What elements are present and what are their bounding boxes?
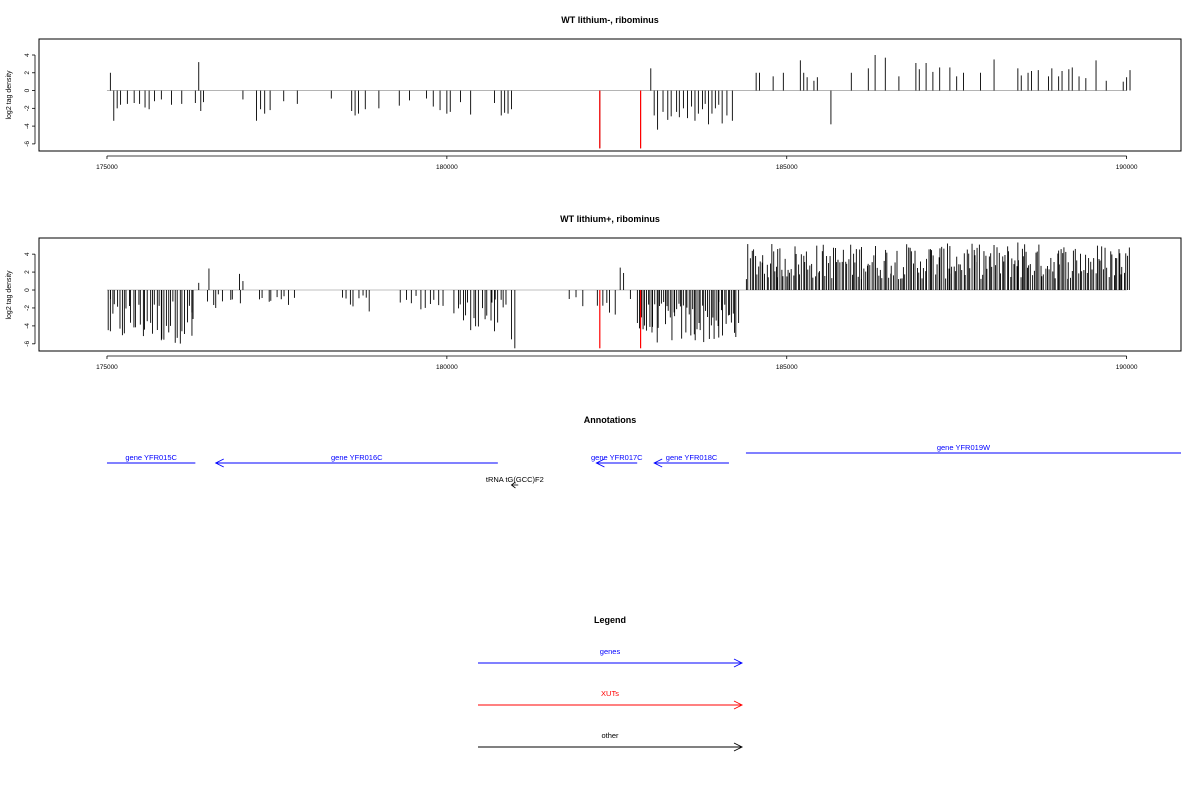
y-axis-label: log2 tag density	[6, 70, 13, 120]
annotation-feature: tRNA tG(GCC)F2	[486, 475, 544, 489]
y-tick-label: 0	[24, 288, 31, 292]
feature-label: gene YFR017C	[591, 453, 643, 462]
y-tick-label: -2	[24, 305, 31, 311]
x-tick-label: 185000	[776, 364, 798, 371]
x-tick-label: 190000	[1116, 164, 1138, 171]
feature-label: gene YFR018C	[666, 453, 718, 462]
x-axis: 175000 180000 185000 190000	[96, 155, 1138, 171]
y-tick-label: -6	[24, 141, 31, 147]
legend-items: genes XUTs other	[478, 647, 744, 752]
x-tick-label: 175000	[96, 364, 118, 371]
annotations-track: Annotations gene YFR015C gene YFR016C gene…	[106, 415, 1181, 489]
legend-label: genes	[600, 647, 621, 656]
x-tick-label: 175000	[96, 164, 118, 171]
x-tick-label: 180000	[436, 364, 458, 371]
legend-item-xut: XUTs	[478, 689, 744, 710]
feature-arrowhead	[214, 458, 224, 468]
x-axis: 175000 180000 185000 190000	[96, 355, 1138, 371]
y-tick-label: 2	[24, 71, 31, 75]
legend-item-other: other	[478, 731, 744, 752]
annotation-feature: gene YFR017C	[591, 453, 643, 468]
panel-title: WT lithium+, ribominus	[560, 214, 660, 224]
y-tick-label: 4	[24, 53, 31, 57]
y-tick-label: -2	[24, 105, 31, 111]
bar-series	[106, 55, 1131, 149]
legend: Legend genes XUTs other	[478, 615, 744, 752]
y-axis: -6 -4 -2 0 2 4	[24, 53, 36, 147]
legend-title: Legend	[594, 615, 626, 625]
feature-arrowhead	[510, 481, 516, 489]
feature-arrowhead	[653, 458, 663, 468]
legend-item-gene: genes	[478, 647, 744, 668]
track-panel-lithium-minus: WT lithium-, ribominus log2 tag density …	[6, 15, 1182, 171]
y-tick-label: -6	[24, 341, 31, 347]
x-tick-label: 190000	[1116, 364, 1138, 371]
annotation-feature: gene YFR016C	[214, 453, 498, 468]
y-tick-label: 4	[24, 252, 31, 256]
legend-arrowhead	[733, 700, 744, 710]
plot-frame	[38, 237, 1182, 352]
x-tick-label: 185000	[776, 164, 798, 171]
panel-title: WT lithium-, ribominus	[561, 15, 659, 25]
y-tick-label: -4	[24, 123, 31, 129]
y-axis: -6 -4 -2 0 2 4	[24, 252, 36, 347]
feature-label: gene YFR019W	[937, 443, 991, 452]
plot-frame	[38, 38, 1182, 152]
annotation-feature: gene YFR019W	[745, 443, 1181, 454]
y-tick-label: 0	[24, 88, 31, 92]
y-axis-label: log2 tag density	[6, 270, 13, 320]
annotation-features: gene YFR015C gene YFR016C gene YFR017C gene…	[106, 443, 1181, 489]
x-tick-label: 180000	[436, 164, 458, 171]
annotations-title: Annotations	[584, 415, 637, 425]
legend-arrowhead	[733, 742, 744, 752]
y-tick-label: 2	[24, 270, 31, 274]
bar-series	[106, 242, 1130, 349]
annotation-feature: gene YFR018C	[653, 453, 729, 468]
legend-label: other	[601, 731, 619, 740]
y-tick-label: -4	[24, 323, 31, 329]
feature-label: gene YFR015C	[125, 453, 177, 462]
feature-arrowhead	[595, 458, 605, 468]
feature-label: gene YFR016C	[331, 453, 383, 462]
legend-label: XUTs	[601, 689, 619, 698]
annotation-feature: gene YFR015C	[106, 453, 196, 464]
legend-arrowhead	[733, 658, 744, 668]
feature-label: tRNA tG(GCC)F2	[486, 475, 544, 484]
track-panel-lithium-plus: WT lithium+, ribominus log2 tag density …	[6, 214, 1182, 371]
